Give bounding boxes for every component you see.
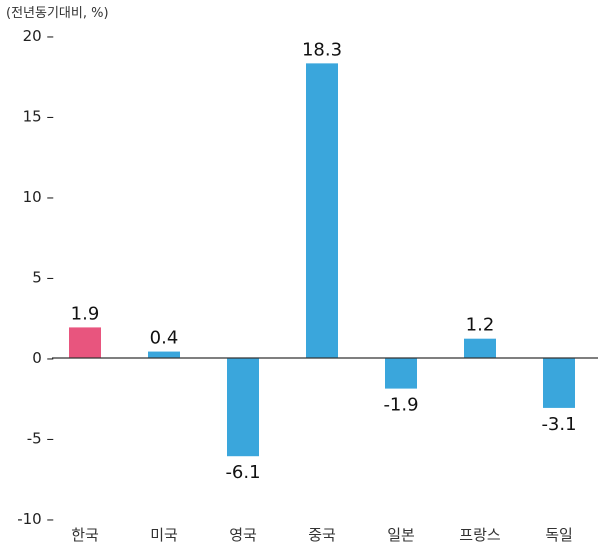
y-tick-label: -5 – [27, 430, 54, 448]
bar [148, 351, 180, 358]
data-label: -6.1 [225, 462, 260, 483]
x-tick-label: 일본 [387, 526, 415, 544]
data-label: 18.3 [302, 39, 342, 60]
x-axis: 한국 미국 영국 중국 일본 프랑스 독일 [71, 526, 573, 544]
data-labels: 1.9 0.4 -6.1 18.3 -1.9 1.2 -3.1 [71, 39, 577, 483]
bars [69, 63, 575, 457]
y-tick-label: 20 – [23, 27, 54, 45]
x-tick-label: 프랑스 [459, 526, 501, 544]
bar [306, 63, 338, 359]
x-tick-label: 영국 [229, 526, 257, 544]
x-tick-label: 중국 [308, 526, 336, 544]
bar [464, 338, 496, 358]
y-axis: 20 – 15 – 10 – 5 – 0 – -5 – -10 – [17, 27, 54, 528]
bar [543, 358, 575, 408]
bar [385, 358, 417, 389]
data-label: 0.4 [150, 328, 179, 349]
x-tick-label: 미국 [150, 526, 178, 544]
x-tick-label: 독일 [545, 526, 573, 544]
y-tick-label: 15 – [23, 108, 54, 126]
bar [227, 358, 259, 457]
x-tick-label: 한국 [71, 526, 99, 544]
y-tick-label: 0 – [32, 349, 54, 367]
y-tick-label: 5 – [32, 269, 54, 287]
bar [69, 327, 101, 358]
data-label: 1.2 [466, 315, 495, 336]
data-label: -1.9 [383, 395, 418, 416]
unit-label: (전년동기대비, %) [6, 6, 109, 21]
y-tick-label: 10 – [23, 188, 54, 206]
data-label: -3.1 [541, 414, 576, 435]
y-tick-label: -10 – [17, 510, 54, 528]
data-label: 1.9 [71, 303, 100, 324]
